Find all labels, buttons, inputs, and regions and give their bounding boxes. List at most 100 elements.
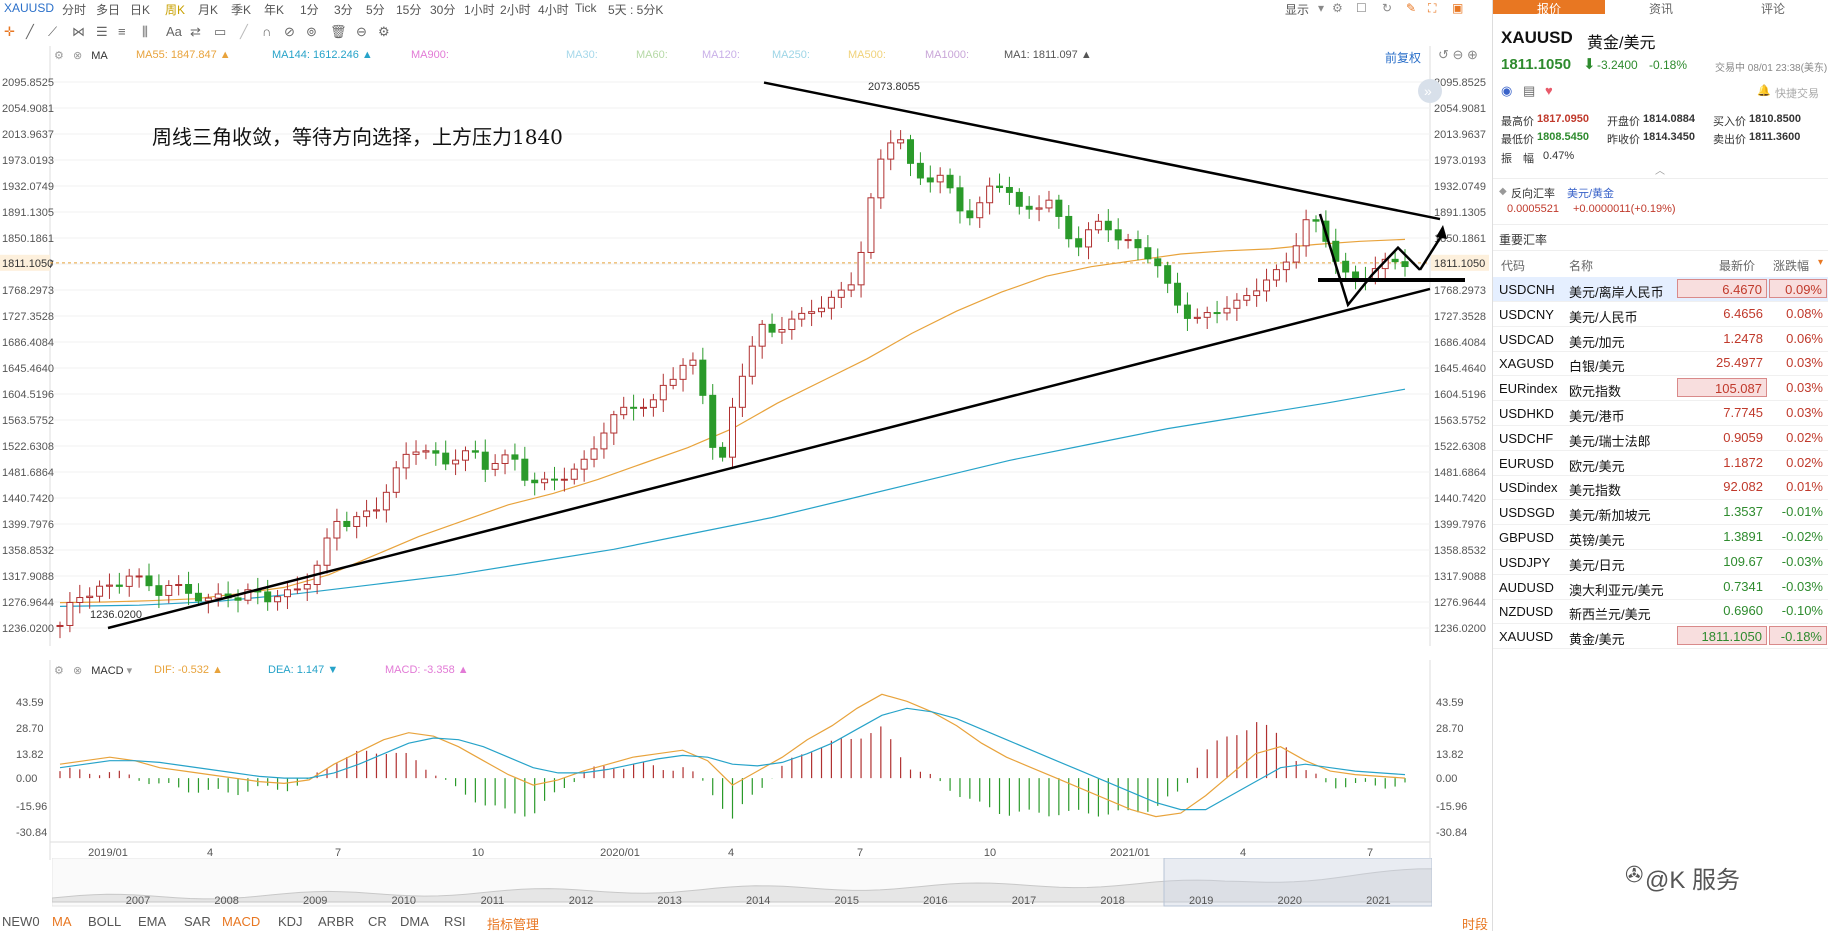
fx-row[interactable]: USDHKD 美元/港币 7.7745 0.03% [1493,401,1828,426]
timeframe-4[interactable]: 月K [198,3,219,17]
indicator-tab-7[interactable]: ARBR [318,914,355,929]
fx-row[interactable]: XAUUSD 黄金/美元 1811.1050 -0.18% [1493,624,1828,650]
indicator-tab-1[interactable]: MA [52,914,72,929]
timeframe-1[interactable]: 多日 [96,3,121,17]
overview-navigator[interactable]: 2007 2008 2009 2010 2011 2012 2013 2014 2015 2016… [52,858,1432,908]
channel-tool-icon[interactable]: ☰ [96,24,108,39]
arrow-tool-icon[interactable]: ⇄ [190,24,201,39]
quick-trade-button[interactable]: 快捷交易 [1775,88,1819,100]
hide-icon[interactable]: ⊘ [284,24,295,39]
refresh-icon[interactable]: ↻ [1382,1,1393,15]
timeframe-10[interactable]: 15分 [396,3,422,17]
chevron-down-icon[interactable]: ▾ [126,665,133,677]
tab-comments[interactable]: 评论 [1760,2,1785,16]
chevron-down-icon[interactable]: ▾ [1318,1,1325,15]
indicator-tab-2[interactable]: BOLL [88,914,122,929]
fx-row[interactable]: USDCHF 美元/瑞士法郎 0.9059 0.02% [1493,426,1828,451]
fx-row[interactable]: USDindex 美元指数 92.082 0.01% [1493,475,1828,501]
indicator-tab-0[interactable]: NEW0 [2,914,40,929]
timeframe-13[interactable]: 2小时 [500,3,531,17]
layout-icon[interactable]: ▣ [1452,1,1464,15]
indicator-tab-6[interactable]: KDJ [278,914,303,929]
indicator-tab-11[interactable]: 指标管理 [487,917,540,932]
fx-row[interactable]: USDCAD 美元/加元 1.2478 0.06% [1493,327,1828,352]
timeframe-15[interactable]: Tick [575,1,597,15]
indicator-name[interactable]: MA [91,50,108,62]
col-price[interactable]: 最新价 [1719,259,1756,273]
fx-row[interactable]: AUDUSD 澳大利亚元/美元 0.7341 -0.03% [1493,575,1828,600]
fx-row[interactable]: XAGUSD 白银/美元 25.4977 0.03% [1493,351,1828,377]
display-button[interactable]: 显示 [1285,3,1310,17]
timeframe-7[interactable]: 1分 [300,3,319,17]
text-tool-icon[interactable]: Aa [166,24,182,39]
timeframe-5[interactable]: 季K [231,3,252,17]
fx-row[interactable]: EURUSD 欧元/美元 1.1872 0.02% [1493,451,1828,476]
fx-row[interactable]: GBPUSD 英镑/美元 1.3891 -0.02% [1493,525,1828,550]
col-name[interactable]: 名称 [1569,259,1594,273]
bars-tool-icon[interactable]: ⫼ [142,24,148,39]
line-tool-icon[interactable]: ╱ [26,24,34,39]
col-pct[interactable]: 涨跌幅 [1773,259,1810,273]
timeframe-6[interactable]: 年K [264,3,285,17]
checkbox-icon[interactable]: ☐ [1356,1,1367,15]
fx-row[interactable]: USDCNH 美元/离岸人民币 6.4670 0.09% [1493,277,1828,302]
fx-row[interactable]: USDSGD 美元/新加坡元 1.3537 -0.01% [1493,500,1828,526]
close-icon[interactable]: ⊗ [72,665,83,677]
macd-tick-label: 28.70 [16,723,44,735]
indicator-tab-3[interactable]: EMA [138,914,167,929]
settings-icon[interactable]: ⚙ [54,665,64,677]
collapse-icon[interactable]: ︿ [1655,166,1665,177]
fx-row[interactable]: USDJPY 美元/日元 109.67 -0.03% [1493,550,1828,575]
timeframe-9[interactable]: 5分 [366,3,385,17]
fx-row[interactable]: USDCNY 美元/人民币 6.4656 0.08% [1493,302,1828,327]
settings-icon[interactable]: ⚙ [378,24,390,39]
brush-tool-icon[interactable]: ╱ [240,24,248,39]
timeframe-3[interactable]: 周K [165,3,186,17]
col-code[interactable]: 代码 [1501,259,1526,273]
macd-indicator-name[interactable]: MACD [91,665,124,677]
fib-tool-icon[interactable]: ≡ [118,24,126,39]
crosshair-icon[interactable]: ✛ [4,24,15,39]
indicator-tab-10[interactable]: RSI [444,914,466,929]
indicator-tab-8[interactable]: CR [368,914,387,929]
reverse-name[interactable]: 美元/黄金 [1567,188,1615,200]
indicator-tab-9[interactable]: DMA [400,914,429,929]
adjust-button[interactable]: 前复权 [1385,51,1422,65]
chart-control-icons[interactable]: ↺ ⊖ ⊕ [1438,47,1478,62]
note-tool-icon[interactable]: ▭ [214,24,227,39]
heart-icon[interactable]: ♥ [1545,83,1553,98]
fork-tool-icon[interactable]: ⋈ [72,24,85,39]
candlestick-chart[interactable]: 2095.8525 2054.9081 2013.9637 1973.0193 1932… [0,46,1490,666]
tab-quote[interactable]: 报价 [1493,0,1605,16]
timeframe-11[interactable]: 30分 [430,3,456,17]
symbol-label[interactable]: XAUUSD [4,1,55,15]
fx-row[interactable]: EURindex 欧元指数 105.087 0.03% [1493,376,1828,402]
scroll-right-button[interactable]: » [1418,79,1442,103]
multiline-tool-icon[interactable]: ⟋ [48,24,58,39]
link-icon[interactable]: ⊖ [356,24,367,39]
bell-icon[interactable]: 🔔 [1757,85,1771,97]
timeframe-8[interactable]: 3分 [334,3,353,17]
fx-row[interactable]: NZDUSD 新西兰元/美元 0.6960 -0.10% [1493,599,1828,625]
session-button[interactable]: 时段 [1462,917,1489,932]
calendar-icon[interactable]: ▤ [1523,83,1536,98]
gear-icon[interactable]: ⚙ [1332,1,1343,15]
fullscreen-icon[interactable]: ⛶ [1428,1,1437,15]
timeframe-16[interactable]: 5天 : 5分K [608,3,664,17]
magnet-icon[interactable]: ∩ [262,24,272,39]
timeframe-0[interactable]: 分时 [62,3,87,17]
indicator-tab-5[interactable]: MACD [222,914,261,929]
lock-icon[interactable]: ⊚ [306,24,317,39]
globe-icon[interactable]: ◉ [1501,83,1513,98]
tab-news[interactable]: 资讯 [1648,2,1673,16]
settings-icon[interactable]: ⚙ [54,50,64,62]
sort-icon[interactable]: ▾ [1818,257,1824,268]
macd-chart[interactable]: 43.59 43.59 28.70 28.70 13.82 13.82 0.00 0.00 -1… [0,660,1490,860]
close-icon[interactable]: ⊗ [72,50,83,62]
timeframe-14[interactable]: 4小时 [538,3,569,17]
timeframe-12[interactable]: 1小时 [464,3,495,17]
trash-icon[interactable]: 🗑 [330,24,347,39]
pencil-icon[interactable]: ✎ [1406,1,1417,15]
indicator-tab-4[interactable]: SAR [184,914,211,929]
timeframe-2[interactable]: 日K [130,3,151,17]
